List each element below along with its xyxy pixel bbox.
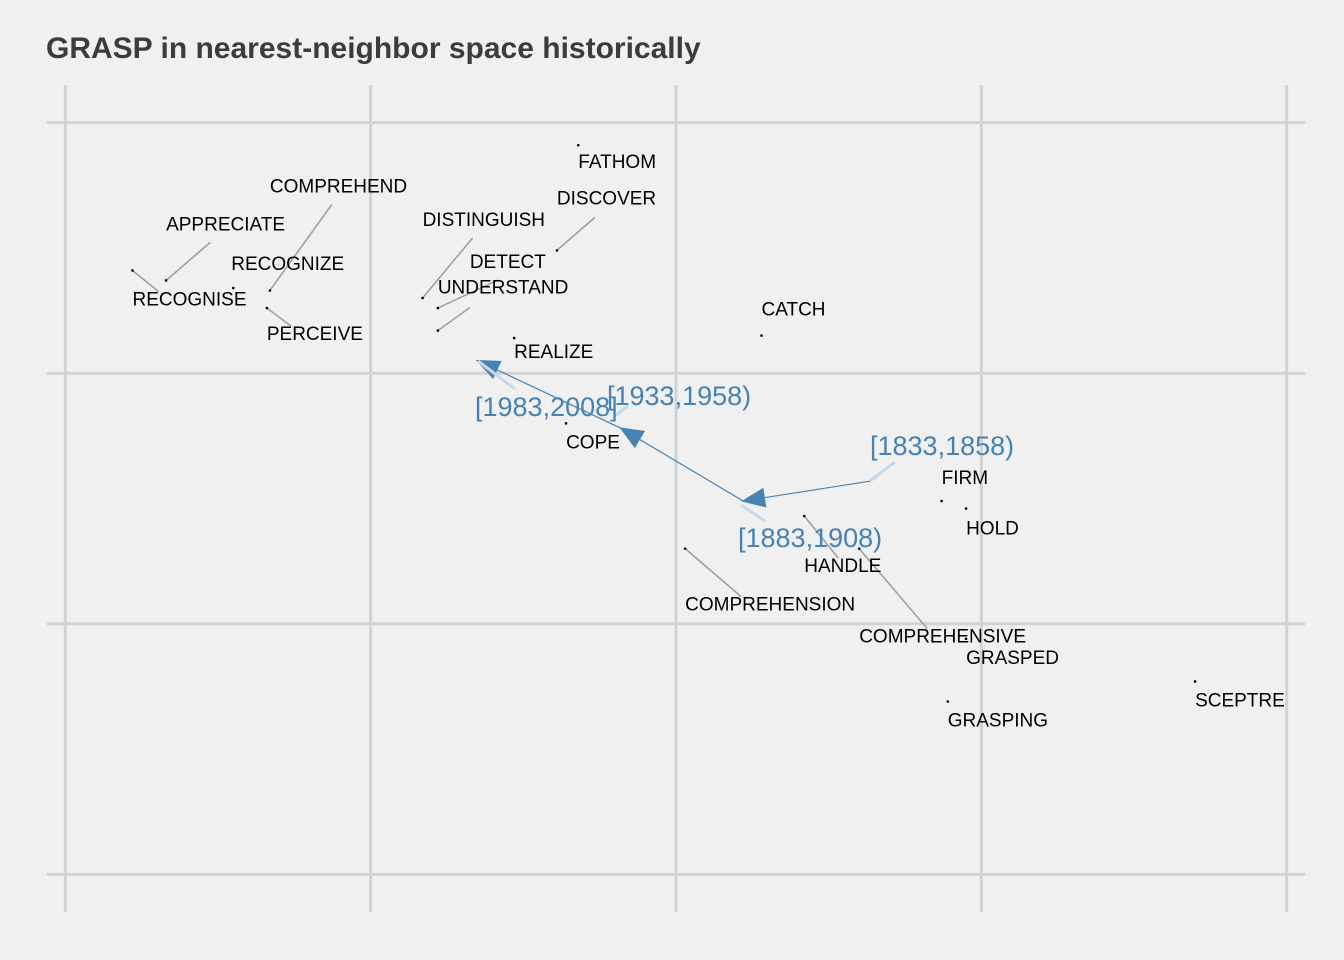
word-point	[555, 249, 559, 252]
word-point	[436, 329, 440, 332]
word-labels: FATHOM DISCOVER COMPREHEND APPRECIATE DISTIN…	[132, 152, 1284, 731]
trajectory-arrow	[741, 480, 872, 508]
word-label: COMPREHEND	[270, 176, 407, 197]
word-point	[564, 422, 568, 425]
leader-line	[266, 307, 292, 327]
word-point	[1193, 680, 1197, 683]
word-label: DISTINGUISH	[423, 210, 545, 231]
word-point	[576, 143, 580, 147]
era-leader-line	[477, 359, 516, 391]
leader-line	[131, 269, 159, 293]
word-point	[964, 507, 968, 510]
word-point	[964, 637, 968, 641]
chart-title: GRASP in nearest-neighbor space historic…	[46, 32, 701, 65]
era-label: [1883,1908)	[738, 523, 882, 553]
era-leader-line	[614, 404, 629, 418]
word-label: HANDLE	[804, 556, 881, 577]
word-point	[802, 514, 806, 518]
era-labels: [1833,1858) [1883,1908) [1933,1958)[1983,2…	[475, 359, 1014, 553]
word-label: GRASPING	[948, 710, 1048, 731]
leader-line	[437, 306, 471, 332]
trajectory-arrows	[475, 359, 872, 508]
leader-line	[556, 216, 596, 252]
word-point	[512, 336, 516, 340]
leader-line	[165, 241, 211, 282]
era-leader-line	[869, 460, 896, 483]
word-label: SCEPTRE	[1195, 690, 1285, 711]
word-point	[683, 547, 687, 550]
word-label: FIRM	[942, 468, 988, 489]
word-point	[940, 499, 943, 503]
leader-line	[421, 237, 474, 299]
word-label: DETECT	[470, 252, 546, 273]
word-label: REALIZE	[514, 342, 593, 363]
word-label: CATCH	[761, 300, 825, 321]
word-point	[164, 279, 168, 282]
word-label: DISCOVER	[557, 188, 656, 209]
word-label: RECOGNISE	[132, 289, 246, 310]
word-label: RECOGNIZE	[231, 254, 344, 275]
word-point	[268, 289, 272, 292]
grid-lines	[47, 85, 1305, 912]
word-label: COMPREHENSIVE	[859, 627, 1026, 648]
era-leader-line	[740, 503, 766, 523]
word-label: GRASPED	[966, 648, 1059, 669]
trajectory-arrow	[619, 427, 744, 502]
word-point	[857, 547, 861, 550]
word-label: FATHOM	[578, 152, 656, 173]
leader-lines	[131, 204, 928, 630]
era-label: [1933,1958)	[607, 381, 751, 411]
word-label: PERCEIVE	[267, 324, 363, 345]
word-point	[760, 334, 763, 337]
word-point	[436, 306, 440, 310]
word-label: UNDERSTAND	[438, 278, 569, 299]
era-label: [1983,2008]	[475, 392, 618, 422]
word-point	[946, 700, 950, 703]
leader-line	[803, 515, 839, 559]
word-point	[231, 286, 235, 290]
leader-line	[437, 279, 499, 309]
leader-line	[858, 548, 928, 630]
word-label: HOLD	[966, 519, 1019, 540]
word-points	[131, 143, 1197, 703]
word-point	[265, 306, 269, 310]
word-point	[421, 296, 424, 300]
leader-line	[269, 204, 333, 291]
word-label: COMPREHENSION	[685, 595, 855, 616]
word-label: APPRECIATE	[166, 214, 285, 235]
word-label: COPE	[566, 432, 620, 453]
era-label: [1833,1858)	[870, 431, 1014, 461]
leader-line	[684, 548, 742, 598]
word-point	[131, 269, 134, 272]
trajectory-arrow	[475, 359, 622, 429]
